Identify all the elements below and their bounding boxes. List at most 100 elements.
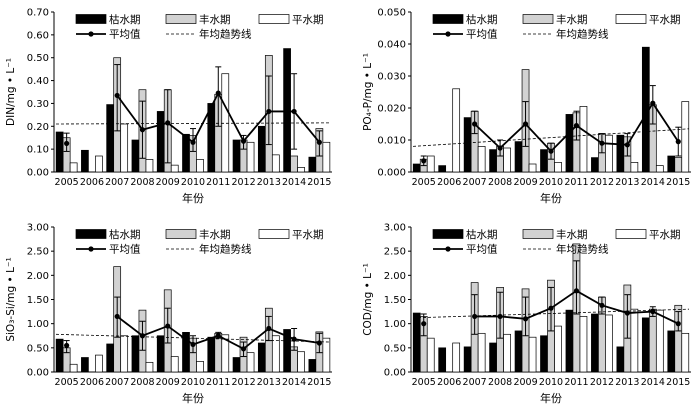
legend-label: 平水期 xyxy=(292,229,324,241)
bar-dry xyxy=(55,131,64,173)
bar-normal xyxy=(503,333,511,373)
mean-point xyxy=(139,333,146,339)
bar-normal xyxy=(95,155,103,173)
bar-normal xyxy=(145,159,154,173)
x-tick-label: 2009 xyxy=(513,377,537,388)
bar-dry xyxy=(106,343,115,373)
legend-swatch xyxy=(75,14,107,24)
x-tick-label: 2006 xyxy=(437,377,461,388)
x-tick-label: 2012 xyxy=(590,177,614,188)
bar-dry xyxy=(156,335,165,373)
x-axis-title: 年份 xyxy=(182,391,204,405)
y-tick-label: 0.010 xyxy=(377,136,406,147)
bar-normal xyxy=(579,106,588,173)
x-tick-label: 2005 xyxy=(55,377,79,388)
x-tick-label: 2009 xyxy=(513,177,537,188)
y-tick-label: 0.030 xyxy=(377,72,406,83)
x-axis-title: 年份 xyxy=(540,191,562,205)
mean-point xyxy=(624,142,630,148)
y-tick-label: 0.020 xyxy=(377,104,406,115)
x-tick-label: 2008 xyxy=(130,177,154,188)
mean-point xyxy=(522,316,529,322)
bar-dry xyxy=(514,330,523,373)
x-tick-label: 2006 xyxy=(437,177,461,188)
legend-swatch xyxy=(75,229,107,239)
x-axis-title: 年份 xyxy=(182,191,204,205)
x-tick-label: 2013 xyxy=(615,377,639,388)
chart-panel-1: 0.00 0.10 0.20 0.30 0.40 0.50 0.60 0.70 2005 2006… xyxy=(5,8,332,205)
mean-point xyxy=(675,321,681,327)
bar-normal xyxy=(297,351,305,373)
y-axis-title: SiO₃-Si/mg • L⁻¹ xyxy=(5,257,17,341)
bar-dry xyxy=(463,117,472,173)
legend-label: 枯水期 xyxy=(466,13,498,26)
x-tick-label: 2011 xyxy=(564,377,588,388)
bar-dry xyxy=(616,346,625,373)
bar-dry xyxy=(489,342,497,373)
trend-line xyxy=(412,128,690,147)
mean-point xyxy=(599,302,605,308)
x-axis-title: 年份 xyxy=(540,391,562,405)
x-tick-label: 2007 xyxy=(463,177,487,188)
x-tick-label: 2015 xyxy=(666,377,690,388)
bar-dry xyxy=(257,342,266,373)
mean-point xyxy=(316,139,322,145)
legend-swatch xyxy=(522,14,554,24)
bar-normal xyxy=(630,162,639,173)
bar-dry xyxy=(81,149,89,173)
mean-point xyxy=(624,310,630,316)
y-tick-label: 0.30 xyxy=(27,99,49,110)
x-tick-label: 2010 xyxy=(539,177,563,188)
x-tick-label: 2009 xyxy=(156,177,180,188)
bar-dry xyxy=(412,312,421,373)
bar-normal xyxy=(630,308,639,373)
y-tick-label: 2.50 xyxy=(27,247,49,258)
x-tick-label: 2008 xyxy=(130,377,154,388)
y-tick-label: 0.10 xyxy=(27,145,49,156)
bar-dry xyxy=(207,103,216,173)
mean-point xyxy=(421,158,427,164)
bar-normal xyxy=(246,352,255,373)
bar-normal xyxy=(477,332,486,373)
bar-normal xyxy=(69,162,78,173)
y-tick-label: 2.00 xyxy=(27,271,49,282)
legend-label: 平均值 xyxy=(109,28,141,41)
bar-dry xyxy=(232,357,241,373)
bar-normal xyxy=(95,354,103,373)
x-tick-label: 2012 xyxy=(231,177,255,188)
mean-point xyxy=(291,336,297,342)
bar-normal xyxy=(655,165,664,173)
mean-point xyxy=(573,288,580,294)
bar-dry xyxy=(667,330,676,373)
bar-dry xyxy=(257,125,266,173)
y-tick-label: 2.50 xyxy=(384,247,406,258)
bar-dry xyxy=(591,157,599,173)
trend-line xyxy=(55,122,331,125)
x-tick-label: 2012 xyxy=(231,377,255,388)
legend-label: 年均趋势线 xyxy=(199,243,252,256)
y-tick-label: 0.050 xyxy=(377,8,406,19)
x-tick-label: 2005 xyxy=(412,377,436,388)
bar-normal xyxy=(69,363,78,373)
y-tick-label: 3.00 xyxy=(384,223,406,234)
bar-dry xyxy=(182,133,190,173)
legend-label: 丰水期 xyxy=(199,228,231,241)
x-tick-label: 2013 xyxy=(257,177,281,188)
mean-point xyxy=(165,323,171,329)
bar-dry xyxy=(438,347,447,373)
x-tick-label: 2007 xyxy=(463,377,487,388)
legend-label: 平水期 xyxy=(649,229,681,241)
bar-dry xyxy=(514,141,523,173)
legend-swatch xyxy=(165,229,197,239)
bar-dry xyxy=(641,317,650,373)
y-tick-label: 0.40 xyxy=(27,76,49,87)
bar-dry xyxy=(540,335,548,373)
bar-normal xyxy=(145,361,154,373)
bar-dry xyxy=(489,149,497,173)
bar-dry xyxy=(81,357,89,373)
legend-label: 平水期 xyxy=(292,14,324,26)
legend-swatch xyxy=(432,14,464,24)
legend-swatch xyxy=(88,31,94,37)
bar-dry xyxy=(438,165,447,173)
legend-swatch xyxy=(522,229,554,239)
